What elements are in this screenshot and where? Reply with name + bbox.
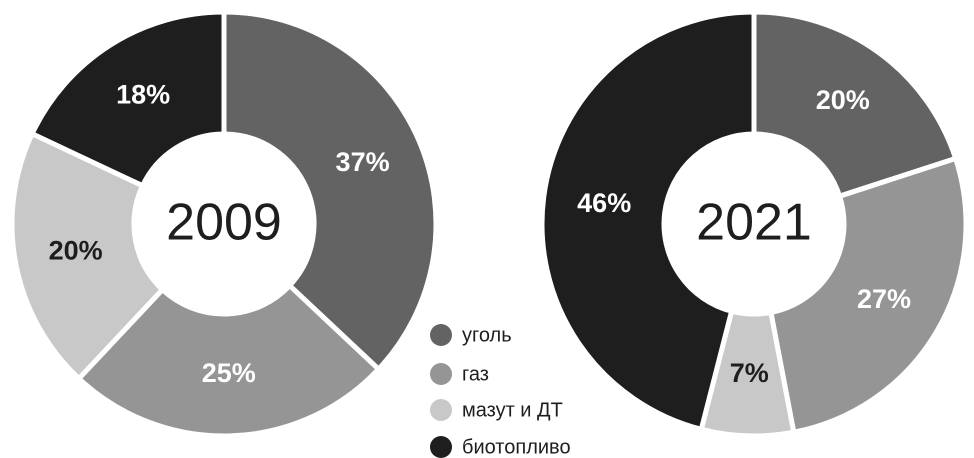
center-title: 2021 [696,194,812,252]
value-label: 20% [49,235,103,265]
slice [539,9,757,433]
slice [75,282,383,439]
center-title: 2009 [166,194,282,252]
legend-swatch [430,363,452,385]
legend-swatch [430,436,452,458]
value-label: 37% [336,147,390,177]
legend-label: газ [462,363,489,385]
legend-label: биотопливо [462,436,571,458]
legend-label: мазут и ДТ [462,399,563,421]
value-label: 7% [730,358,769,388]
slice [221,9,439,373]
legend-label: уголь [462,324,512,346]
value-label: 27% [857,284,911,314]
value-label: 18% [116,80,170,110]
legend-swatch [430,324,452,346]
donut-hole [666,136,842,312]
donut-hole [136,136,312,312]
value-label: 25% [202,358,256,388]
value-label: 20% [816,85,870,115]
legend-swatch [430,399,452,421]
slice [751,9,959,200]
slice [9,130,166,383]
value-label: 46% [577,188,631,218]
slice [767,155,969,436]
slice [28,9,227,190]
